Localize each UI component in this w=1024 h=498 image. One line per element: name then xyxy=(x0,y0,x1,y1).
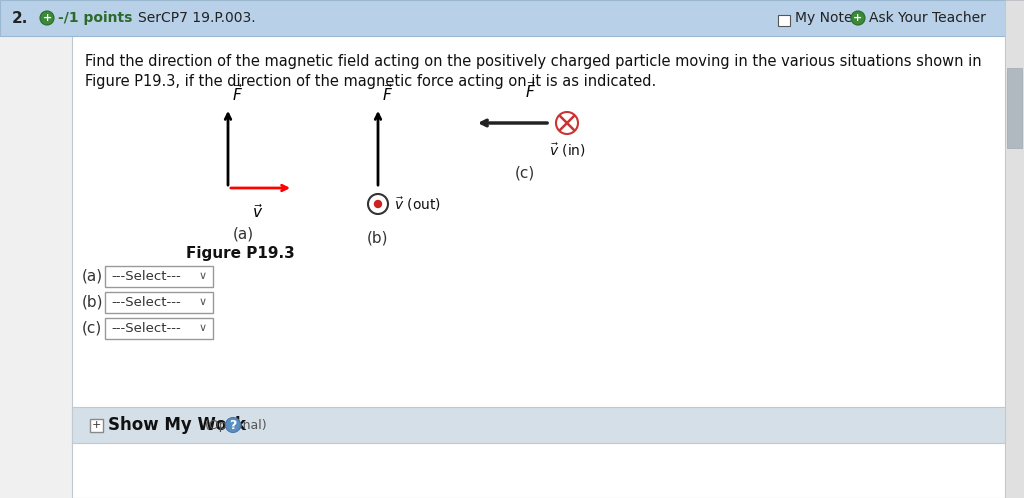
Text: ---Select---: ---Select--- xyxy=(111,269,181,282)
Text: ---Select---: ---Select--- xyxy=(111,322,181,335)
Text: 2.: 2. xyxy=(12,10,29,25)
Text: Find the direction of the magnetic field acting on the positively charged partic: Find the direction of the magnetic field… xyxy=(85,54,982,69)
Text: (c): (c) xyxy=(82,321,102,336)
Text: ∨: ∨ xyxy=(199,323,207,333)
Text: (a): (a) xyxy=(232,226,254,241)
Bar xyxy=(72,407,1005,443)
Text: My Notes: My Notes xyxy=(795,11,859,25)
Text: (a): (a) xyxy=(82,268,103,283)
Text: +: + xyxy=(42,13,51,23)
Text: ---Select---: ---Select--- xyxy=(111,295,181,308)
Text: $\vec{v}$ (out): $\vec{v}$ (out) xyxy=(394,195,441,213)
Text: $\vec{F}$: $\vec{F}$ xyxy=(382,83,393,104)
Bar xyxy=(1007,68,1022,148)
Text: +: + xyxy=(92,420,101,430)
Circle shape xyxy=(556,112,578,134)
Text: ∨: ∨ xyxy=(199,297,207,307)
Bar xyxy=(105,291,213,313)
Text: $\vec{F}$: $\vec{F}$ xyxy=(524,80,536,101)
Bar xyxy=(1005,0,1024,498)
Text: ∨: ∨ xyxy=(199,271,207,281)
Bar xyxy=(105,265,213,286)
Text: Figure P19.3, if the direction of the magnetic force acting on it is as indicate: Figure P19.3, if the direction of the ma… xyxy=(85,74,656,89)
Circle shape xyxy=(40,11,54,25)
Circle shape xyxy=(368,194,388,214)
Bar xyxy=(778,15,790,26)
Text: ?: ? xyxy=(229,418,237,431)
Bar xyxy=(0,0,1024,36)
Text: Figure P19.3: Figure P19.3 xyxy=(185,246,294,261)
Circle shape xyxy=(225,417,241,432)
Text: (b): (b) xyxy=(368,230,389,245)
Circle shape xyxy=(851,11,865,25)
Text: Ask Your Teacher: Ask Your Teacher xyxy=(869,11,986,25)
Text: (c): (c) xyxy=(515,165,536,180)
Text: $\vec{F}$: $\vec{F}$ xyxy=(232,83,243,104)
Text: Show My Work: Show My Work xyxy=(108,416,246,434)
Circle shape xyxy=(375,201,382,208)
Text: $\vec{v}$: $\vec{v}$ xyxy=(252,203,263,221)
Bar xyxy=(90,419,103,432)
Text: SerCP7 19.P.003.: SerCP7 19.P.003. xyxy=(138,11,256,25)
Bar xyxy=(105,318,213,339)
Text: (b): (b) xyxy=(82,294,103,309)
Text: -/1 points: -/1 points xyxy=(58,11,132,25)
Text: $\vec{v}$ (in): $\vec{v}$ (in) xyxy=(549,141,586,159)
Text: +: + xyxy=(853,13,862,23)
Text: (Optional): (Optional) xyxy=(205,418,267,431)
